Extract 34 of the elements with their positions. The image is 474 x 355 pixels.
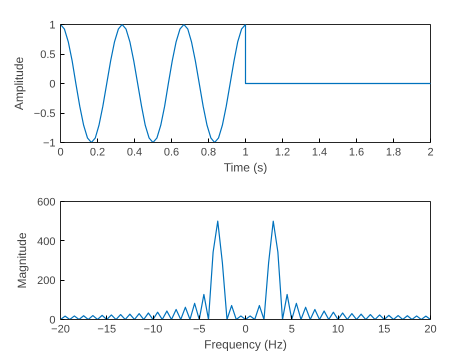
- x-axis-title: Frequency (Hz): [204, 338, 287, 352]
- x-tick-label: 0: [57, 146, 64, 158]
- x-tick-label: −15: [97, 324, 116, 336]
- y-axis-title: Magnitude: [15, 232, 30, 289]
- x-tick-label: 0.6: [164, 146, 180, 158]
- x-tick-label: 15: [378, 324, 390, 336]
- y-tick-label: 0.5: [40, 49, 56, 61]
- x-tick-label: −5: [192, 324, 206, 336]
- x-tick-label: −20: [51, 324, 70, 336]
- x-tick-label: 0.4: [126, 146, 142, 158]
- y-tick-label: 1: [49, 20, 56, 32]
- x-axis-title: Time (s): [224, 160, 268, 174]
- x-tick-label: 5: [288, 324, 295, 336]
- y-tick-label: 200: [37, 275, 56, 288]
- y-tick-label: −0.5: [34, 108, 56, 120]
- x-tick-label: 10: [332, 324, 344, 336]
- x-tick-label: 1: [242, 146, 249, 158]
- y-axis-title: Amplitude: [12, 56, 26, 110]
- x-tick-label: 1.8: [386, 146, 402, 158]
- line-series: [60, 24, 430, 142]
- x-tick-label: 1.4: [312, 146, 328, 158]
- y-tick-label: 0: [49, 78, 56, 90]
- x-tick-label: 0.2: [90, 146, 106, 158]
- x-tick-label: 0: [242, 324, 249, 336]
- x-tick-label: 1.6: [348, 146, 364, 158]
- x-tick-label: 0.8: [200, 146, 216, 158]
- x-tick-label: 20: [424, 324, 437, 336]
- x-tick-label: 1.2: [274, 146, 290, 158]
- x-tick-label: 2: [427, 146, 434, 158]
- y-tick-label: 400: [37, 236, 56, 248]
- x-tick-label: −10: [144, 324, 162, 336]
- y-tick-label: 0: [49, 314, 56, 326]
- y-tick-label: −1: [42, 138, 56, 150]
- y-tick-label: 600: [37, 196, 56, 208]
